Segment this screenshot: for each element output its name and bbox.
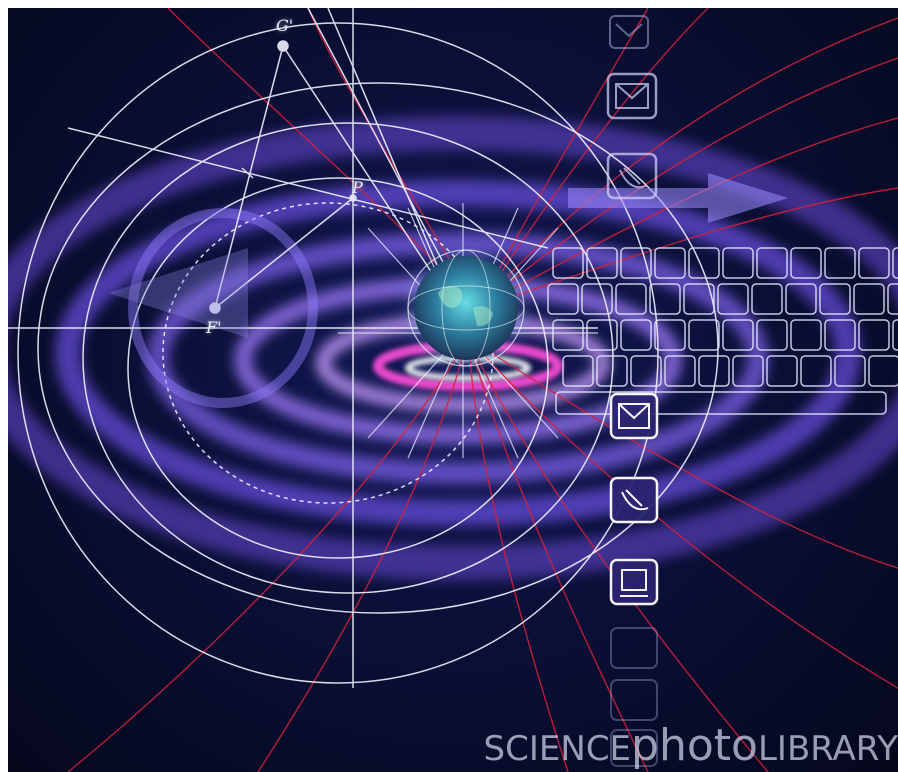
- keyboard-key: [620, 319, 652, 351]
- keyboard-icon: [547, 247, 898, 415]
- icon-column: [606, 15, 659, 767]
- keyboard-key: [800, 355, 832, 387]
- keyboard-key: [688, 319, 720, 351]
- keyboard-key: [683, 283, 715, 315]
- keyboard-key: [785, 283, 817, 315]
- keyboard-key: [824, 319, 856, 351]
- keyboard-key: [887, 283, 898, 315]
- keyboard-key: [756, 247, 788, 279]
- watermark-library: LIBRARY: [757, 729, 898, 769]
- keyboard-key: [819, 283, 851, 315]
- keyboard-key: [552, 319, 584, 351]
- keyboard-key: [596, 355, 628, 387]
- geometry-diagram: [8, 8, 719, 688]
- keyboard-key: [586, 319, 618, 351]
- keyboard-key: [766, 355, 798, 387]
- keyboard-key: [790, 247, 822, 279]
- envelope-icon: [609, 392, 659, 440]
- keyboard-key: [892, 319, 898, 351]
- keyboard-key: [586, 247, 618, 279]
- keyboard-key: [868, 355, 898, 387]
- envelope-icon: [609, 15, 649, 49]
- arrow-left-icon: [108, 248, 248, 338]
- keyboard-key: [756, 319, 788, 351]
- keyboard-key: [824, 247, 856, 279]
- keyboard-key: [834, 355, 866, 387]
- satellite-dish-icon: [606, 152, 658, 200]
- keyboard-key: [790, 319, 822, 351]
- label-g-prime: G': [276, 16, 294, 35]
- keyboard-key: [688, 247, 720, 279]
- icon-reflection: [610, 627, 658, 767]
- label-p: P: [352, 178, 363, 197]
- keyboard-key: [698, 355, 730, 387]
- keyboard-key: [649, 283, 681, 315]
- keyboard-key: [552, 247, 584, 279]
- keyboard-key: [547, 283, 579, 315]
- keyboard-key: [858, 319, 890, 351]
- keyboard-key: [562, 355, 594, 387]
- watermark-photo: photo: [631, 720, 758, 771]
- satellite-dish-icon: [609, 476, 659, 524]
- watermark-science: SCIENCE: [483, 729, 632, 769]
- label-f-prime: F': [206, 318, 222, 337]
- watermark: SCIENCEphotoLIBRARY: [484, 724, 898, 768]
- envelope-icon: [606, 72, 658, 120]
- keyboard-key: [654, 247, 686, 279]
- monitor-icon: [609, 558, 659, 606]
- keyboard-key: [664, 355, 696, 387]
- keyboard-key: [853, 283, 885, 315]
- keyboard-spacebar: [555, 391, 887, 415]
- keyboard-key: [615, 283, 647, 315]
- keyboard-key: [892, 247, 898, 279]
- artwork-canvas: [8, 8, 898, 772]
- keyboard-key: [858, 247, 890, 279]
- keyboard-key: [620, 247, 652, 279]
- keyboard-key: [717, 283, 749, 315]
- keyboard-key: [654, 319, 686, 351]
- keyboard-key: [732, 355, 764, 387]
- keyboard-key: [722, 319, 754, 351]
- globe-icon: [406, 248, 526, 368]
- keyboard-key: [581, 283, 613, 315]
- keyboard-key: [722, 247, 754, 279]
- keyboard-key: [630, 355, 662, 387]
- illustration: G' P F' SCIENCEphotoLIBRARY: [8, 8, 898, 772]
- keyboard-key: [751, 283, 783, 315]
